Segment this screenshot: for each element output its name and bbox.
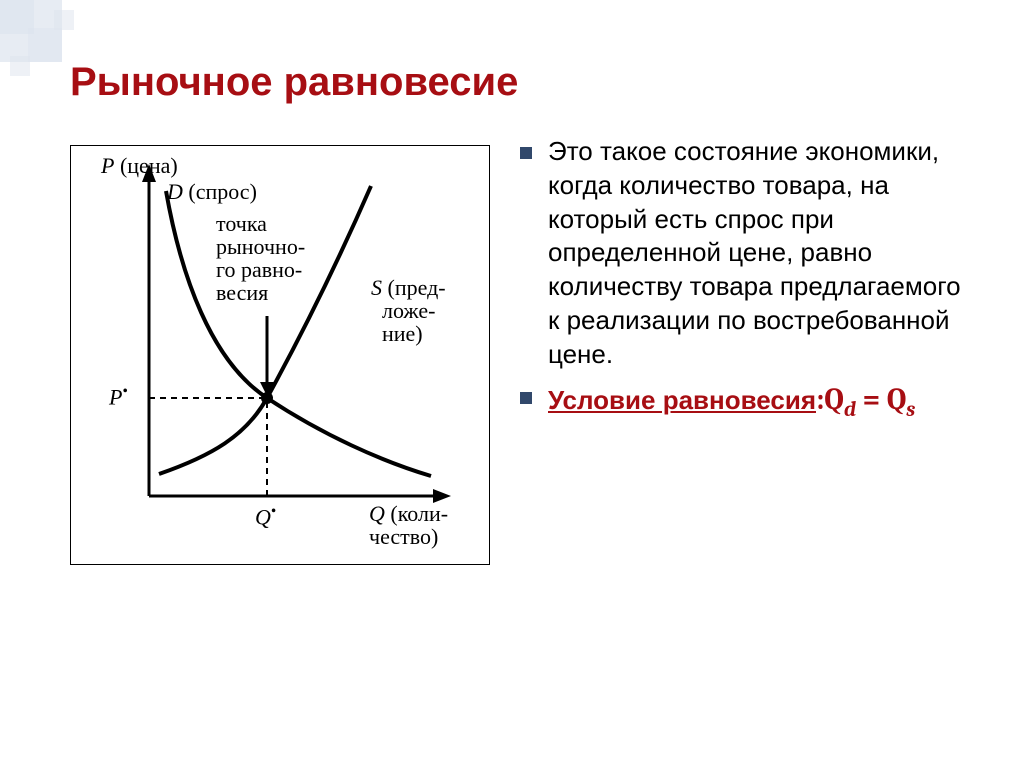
equilibrium-label: Условие равновесия (548, 385, 816, 415)
equilibrium-formula: :Qd = Qs (816, 382, 915, 417)
corner-decoration (0, 0, 90, 90)
definition-bullet: Это такое состояние экономики, когда кол… (520, 135, 964, 372)
x-axis-label: Q (коли-чество) (369, 502, 448, 548)
supply-label: S (пред- ложе- ние) (371, 276, 446, 345)
demand-label: D (спрос) (167, 180, 257, 203)
equilibrium-chart: P (цена) D (спрос) точкарыночно-го равно… (70, 145, 490, 565)
definition-text: Это такое состояние экономики, когда кол… (548, 136, 961, 369)
text-column: Это такое состояние экономики, когда кол… (520, 135, 964, 432)
equilibrium-condition-bullet: Условие равновесия:Qd = Qs (520, 380, 964, 424)
slide-title: Рыночное равновесие (70, 60, 964, 105)
q-star-label: Q• (255, 504, 276, 528)
content-row: P (цена) D (спрос) точкарыночно-го равно… (70, 135, 964, 565)
y-axis-label: P (цена) (101, 154, 178, 177)
p-star-label: P• (109, 384, 128, 408)
chart-column: P (цена) D (спрос) точкарыночно-го равно… (70, 135, 500, 565)
eq-point-label: точкарыночно-го равно-весия (216, 212, 305, 304)
